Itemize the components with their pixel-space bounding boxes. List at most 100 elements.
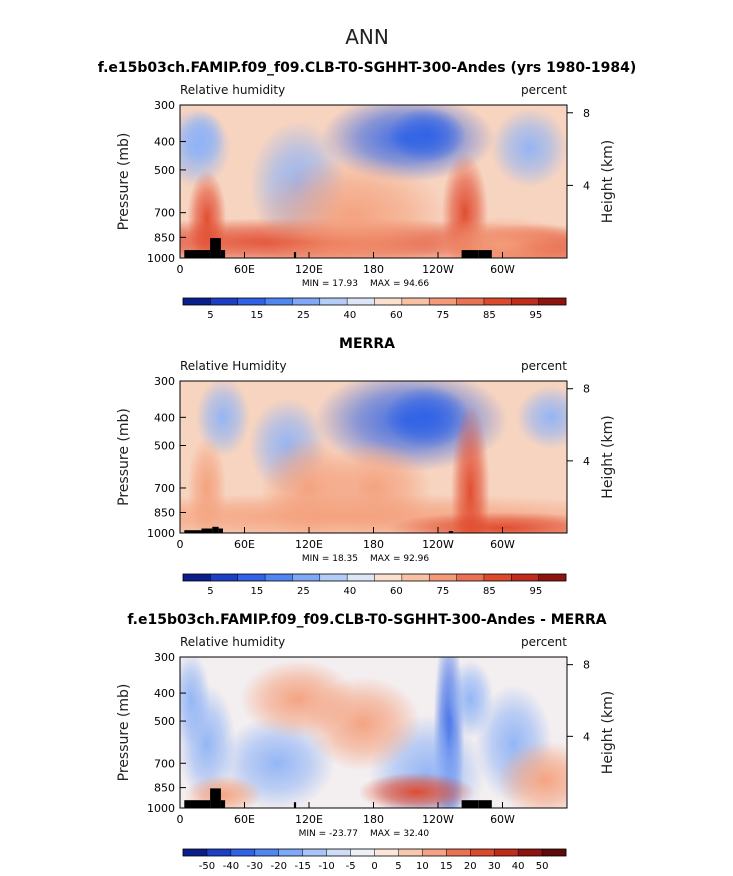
y-tick-label: 850 (154, 506, 175, 519)
colorbar-swatch (422, 849, 447, 856)
colorbar-swatch (374, 849, 399, 856)
x-tick-label: 60E (234, 813, 255, 826)
colorbar-label: 40 (344, 586, 357, 597)
height-tick-label: 4 (583, 455, 590, 468)
field-feature (315, 440, 432, 533)
colorbar-swatch (511, 574, 539, 581)
colorbar-label: 85 (483, 586, 496, 597)
colorbar-label: -20 (271, 861, 287, 872)
colorbar-swatch (456, 574, 485, 581)
colorbar-swatch (456, 298, 485, 305)
panel-1: f.e15b03ch.FAMIP.f09_f09.CLB-T0-SGHHT-30… (98, 60, 636, 321)
x-tick-label: 60W (490, 813, 515, 826)
colorbar-swatch (470, 849, 495, 856)
colorbar-label: 30 (488, 861, 501, 872)
variable-label: Relative Humidity (180, 359, 287, 373)
colorbar-swatch (183, 849, 208, 856)
field-feature (490, 108, 567, 188)
colorbar-swatch (538, 298, 567, 305)
x-tick-label: 120E (295, 263, 323, 276)
terrain-mask (478, 250, 492, 258)
colorbar-swatch (319, 574, 348, 581)
colorbar-swatch (278, 849, 303, 856)
y-axis-title: Pressure (mb) (116, 684, 132, 782)
terrain-mask (461, 800, 479, 808)
terrain-mask (210, 788, 221, 808)
colorbar-label: 85 (483, 310, 496, 321)
max-label: MAX = 32.40 (370, 829, 429, 839)
colorbar: 5 15 25 40 60 75 85 95 (182, 297, 567, 321)
y-axis-title: Pressure (mb) (116, 408, 132, 506)
y2-axis-title: Height (km) (600, 415, 616, 498)
field-feature (386, 512, 567, 533)
colorbar-label: 0 (371, 861, 377, 872)
field-feature (180, 110, 225, 167)
colorbar-swatch (350, 849, 375, 856)
y-tick-label: 300 (154, 99, 175, 112)
height-tick-label: 4 (583, 730, 590, 743)
colorbar-label: 50 (536, 861, 549, 872)
terrain-mask (461, 250, 479, 258)
min-label: MIN = 17.93 (302, 279, 358, 289)
x-tick-label: 180 (363, 813, 384, 826)
terrain-mask (478, 800, 492, 808)
y-tick-label: 500 (154, 439, 175, 452)
colorbar-swatch (183, 298, 211, 305)
y-tick-label: 400 (154, 136, 175, 149)
terrain-mask (293, 252, 297, 258)
x-tick-label: 60W (490, 538, 515, 551)
field-feature (425, 216, 567, 258)
height-tick-label: 8 (583, 383, 590, 396)
terrain-mask (220, 250, 226, 258)
x-tick-label: 0 (177, 263, 184, 276)
x-tick-label: 60E (234, 538, 255, 551)
colorbar-swatch (374, 574, 403, 581)
y-tick-label: 850 (154, 231, 175, 244)
colorbar-label: 10 (416, 861, 429, 872)
heatmap-field (180, 657, 567, 808)
colorbar-swatch (265, 574, 293, 581)
colorbar-label: -50 (199, 861, 215, 872)
colorbar-swatch (292, 574, 321, 581)
colorbar-swatch (374, 298, 403, 305)
y-tick-label: 500 (154, 164, 175, 177)
colorbar-swatch (237, 298, 266, 305)
x-tick-label: 180 (363, 538, 384, 551)
terrain-mask (184, 250, 211, 258)
units-label: percent (521, 83, 567, 97)
colorbar-swatch (237, 574, 266, 581)
colorbar-label: 15 (440, 861, 453, 872)
field-feature (187, 436, 227, 533)
colorbar-swatch (483, 574, 512, 581)
colorbar-label: 95 (530, 586, 543, 597)
colorbar-label: -10 (318, 861, 334, 872)
colorbar: 5 15 25 40 60 75 85 95 (182, 573, 567, 597)
field-feature (184, 775, 262, 808)
panel-title: MERRA (339, 336, 395, 352)
colorbar-swatch (302, 849, 327, 856)
terrain-mask (448, 531, 454, 533)
height-tick-label: 4 (583, 179, 590, 192)
colorbar-swatch (538, 574, 567, 581)
heatmap-field (180, 105, 567, 258)
colorbar-label: 15 (251, 586, 264, 597)
max-label: MAX = 92.96 (370, 554, 429, 564)
colorbar-label: 75 (437, 310, 450, 321)
figure-title: ANN (345, 25, 389, 49)
colorbar-swatch (210, 298, 239, 305)
field-feature (384, 385, 470, 449)
terrain-mask (184, 530, 202, 533)
colorbar-swatch (254, 849, 280, 856)
colorbar-swatch (401, 574, 430, 581)
colorbar-label: 75 (437, 586, 450, 597)
panel-title: f.e15b03ch.FAMIP.f09_f09.CLB-T0-SGHHT-30… (98, 60, 636, 76)
colorbar-label: 20 (464, 861, 477, 872)
y-tick-label: 700 (154, 482, 175, 495)
y-tick-label: 1000 (147, 252, 175, 265)
terrain-mask (210, 238, 221, 258)
colorbar-swatch (210, 574, 239, 581)
height-tick-label: 8 (583, 659, 590, 672)
